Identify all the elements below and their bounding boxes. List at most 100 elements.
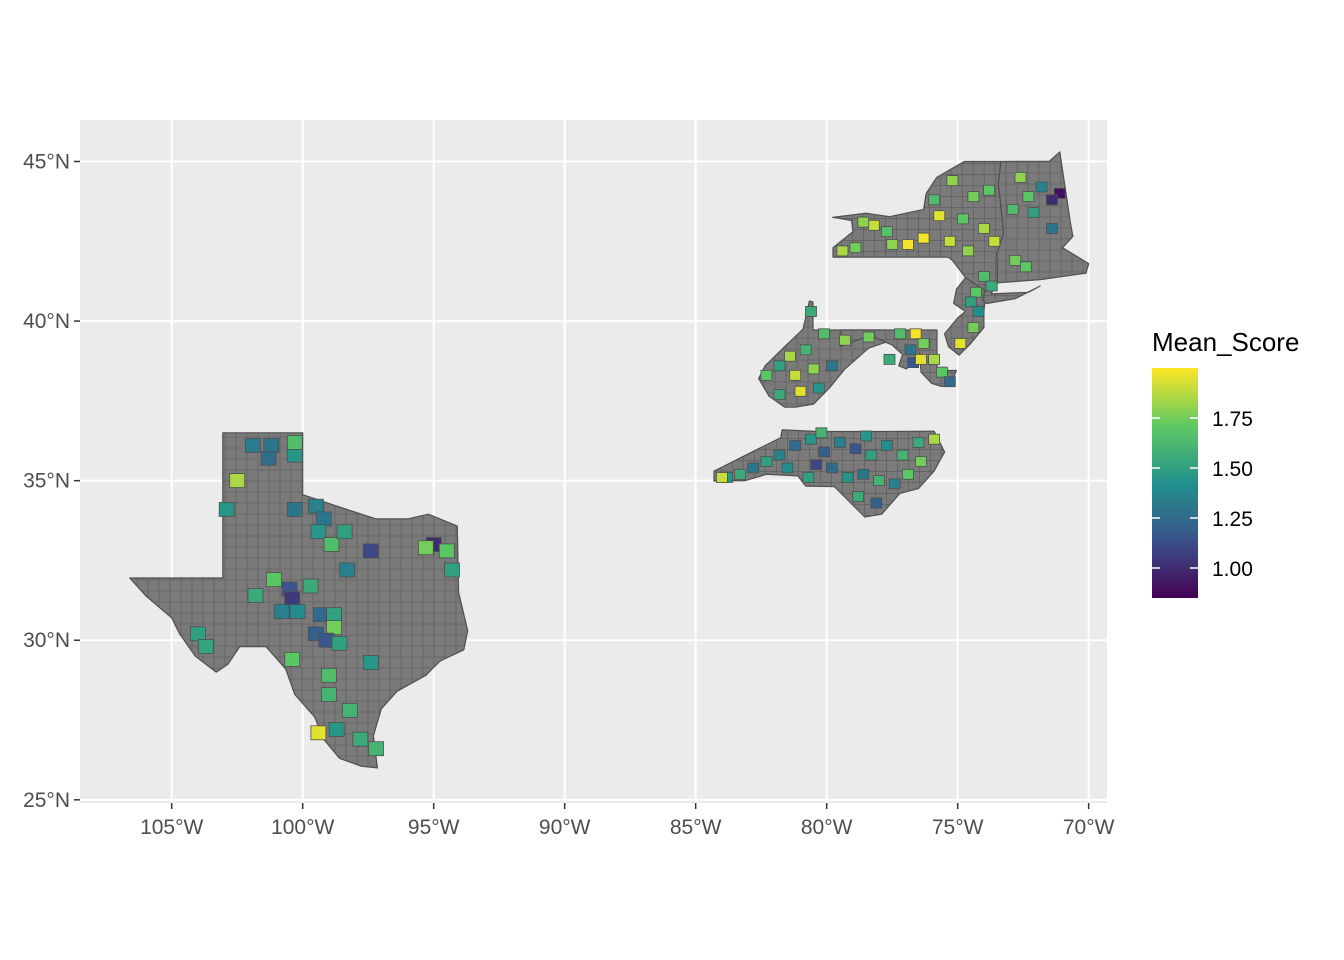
county-value xyxy=(794,385,807,397)
county-value xyxy=(962,245,974,257)
county-value xyxy=(1014,171,1027,183)
county-value xyxy=(841,472,854,483)
x-tick-label: 85°W xyxy=(670,816,722,839)
county-value xyxy=(1053,187,1066,199)
county-value xyxy=(326,607,343,623)
county-boundary xyxy=(917,429,922,517)
x-tick-label: 105°W xyxy=(140,816,203,839)
y-tick-label: 45°N xyxy=(23,150,70,173)
county-value xyxy=(894,328,906,340)
county-value xyxy=(970,286,982,298)
y-tick-label: 25°N xyxy=(23,789,70,812)
x-tick-label: 90°W xyxy=(539,816,591,839)
county-boundary xyxy=(884,161,889,304)
county-value xyxy=(802,472,815,483)
county-value xyxy=(967,191,980,203)
x-tick-label: 70°W xyxy=(1063,816,1115,839)
county-value xyxy=(943,235,956,247)
county-value xyxy=(1022,191,1035,203)
county-value xyxy=(978,223,990,234)
county-value xyxy=(857,468,870,480)
county-boundary xyxy=(71,140,74,800)
county-value xyxy=(336,524,353,540)
county-value xyxy=(286,434,303,450)
county-boundary xyxy=(873,161,878,304)
legend-label: 1.25 xyxy=(1212,508,1253,531)
county-value xyxy=(444,562,460,578)
county-boundary xyxy=(796,429,801,517)
county-value xyxy=(368,741,384,757)
county-value xyxy=(362,543,379,559)
county-value xyxy=(263,438,280,453)
county-boundary xyxy=(832,183,1041,187)
county-value xyxy=(229,473,246,489)
county-value xyxy=(883,353,896,365)
county-value xyxy=(244,438,261,453)
county-value xyxy=(943,376,956,388)
county-boundary xyxy=(730,429,735,517)
county-value xyxy=(310,524,327,540)
county-boundary xyxy=(928,161,933,304)
county-value xyxy=(881,440,893,451)
county-value xyxy=(972,306,985,317)
county-boundary xyxy=(906,161,911,304)
county-value xyxy=(320,667,337,683)
county-boundary xyxy=(884,429,889,517)
county-value xyxy=(888,478,901,490)
county-boundary xyxy=(939,161,944,304)
county-value xyxy=(1035,181,1048,193)
county-value xyxy=(936,366,948,378)
county-value xyxy=(964,296,977,308)
county-value xyxy=(328,722,345,737)
county-value xyxy=(331,636,348,651)
county-value xyxy=(417,540,434,556)
county-value xyxy=(928,353,940,365)
county-boundary xyxy=(895,161,900,304)
x-tick-label: 95°W xyxy=(408,816,460,839)
county-value xyxy=(339,562,356,578)
county-value xyxy=(836,245,849,257)
county-boundary xyxy=(840,429,845,517)
y-tick-label: 30°N xyxy=(23,629,70,652)
county-value xyxy=(826,360,838,372)
county-value xyxy=(928,194,940,206)
county-value xyxy=(784,350,796,362)
legend-title: Mean_Score xyxy=(1152,327,1299,357)
county-value xyxy=(849,443,862,455)
county-value xyxy=(870,497,883,509)
county-value xyxy=(218,501,235,517)
county-value xyxy=(915,456,927,467)
county-value xyxy=(315,511,332,527)
county-boundary xyxy=(763,429,768,517)
county-value xyxy=(760,369,773,381)
county-value xyxy=(247,588,264,603)
county-value xyxy=(286,447,303,463)
county-value xyxy=(826,462,838,474)
county-value xyxy=(773,449,786,461)
county-value xyxy=(286,501,303,517)
county-value xyxy=(1046,194,1058,206)
county-value xyxy=(310,725,327,741)
county-boundary xyxy=(840,381,957,385)
legend: Mean_Score 1.75 1.50 1.25 1.00 xyxy=(1152,327,1299,598)
county-value xyxy=(857,216,870,228)
county-value xyxy=(323,537,340,552)
county-value xyxy=(1019,261,1032,273)
county-value xyxy=(865,449,878,461)
county-value xyxy=(912,436,925,448)
county-boundary xyxy=(832,249,1041,253)
county-value xyxy=(273,604,290,619)
county-value xyxy=(928,433,940,445)
county-value xyxy=(988,235,1001,247)
county-value xyxy=(1046,223,1058,234)
county-value xyxy=(849,242,862,254)
county-value xyxy=(815,427,828,439)
county-boundary xyxy=(832,194,1041,198)
county-boundary xyxy=(895,429,900,517)
county-value xyxy=(917,337,930,349)
x-tick-label: 75°W xyxy=(932,816,984,839)
county-boundary xyxy=(983,161,988,304)
county-value xyxy=(773,360,786,372)
county-value xyxy=(881,226,893,238)
